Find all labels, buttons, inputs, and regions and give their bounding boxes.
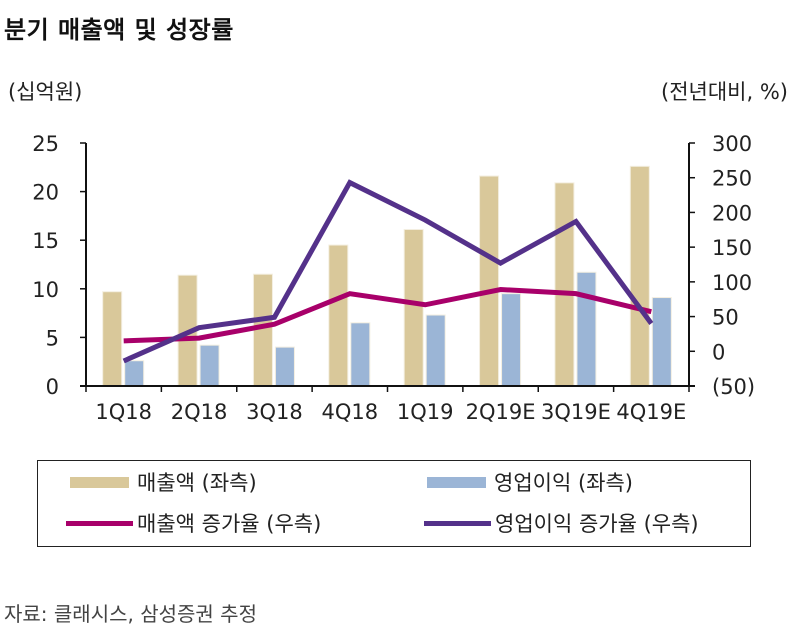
left-axis-tick-label: 15 bbox=[32, 229, 59, 253]
left-axis-unit-label: (십억원) bbox=[8, 80, 83, 104]
operating-profit-bar bbox=[425, 314, 446, 387]
legend-item-operating-profit: 영업이익 (좌측) bbox=[427, 467, 633, 497]
operating-profit-bar bbox=[350, 322, 371, 387]
revenue-bar bbox=[629, 165, 650, 387]
legend-label-operating-profit: 영업이익 (좌측) bbox=[494, 471, 633, 495]
x-axis-tick-label: 3Q19E bbox=[541, 400, 611, 424]
x-axis-tick-label: 2Q18 bbox=[171, 400, 228, 424]
legend-label-revenue: 매출액 (좌측) bbox=[137, 471, 257, 495]
right-axis-tick-label: 250 bbox=[712, 167, 752, 191]
source-note: 자료: 클래시스, 삼성증권 추정 bbox=[4, 602, 257, 626]
operating-profit-bar bbox=[199, 344, 220, 387]
left-axis-tick-label: 10 bbox=[32, 278, 59, 302]
x-axis-tick-label: 4Q18 bbox=[322, 400, 379, 424]
operating-profit-bar bbox=[501, 293, 522, 387]
legend-item-operating-profit-growth: 영업이익 증가율 (우측) bbox=[424, 508, 699, 538]
revenue-bar bbox=[554, 182, 575, 387]
x-axis-tick-label: 1Q19 bbox=[397, 400, 454, 424]
chart-title: 분기 매출액 및 성장률 bbox=[4, 16, 234, 44]
x-axis-tick-label: 4Q19E bbox=[616, 400, 686, 424]
operating-profit-bar bbox=[274, 346, 295, 387]
bars-group bbox=[102, 165, 672, 387]
legend-item-revenue: 매출액 (좌측) bbox=[70, 467, 257, 497]
legend-label-operating-profit-growth: 영업이익 증가율 (우측) bbox=[495, 512, 699, 536]
revenue-bar bbox=[328, 244, 349, 387]
x-axis-tick-label: 1Q18 bbox=[95, 400, 152, 424]
legend-label-revenue-growth: 매출액 증가율 (우측) bbox=[137, 512, 322, 536]
legend: 매출액 (좌측) 영업이익 (좌측) 매출액 증가율 (우측) 영업이익 증가율… bbox=[37, 460, 751, 547]
chart-plot-area: 0 5 10 15 20 25 (50) 0 50 100 150 200 250 300 1Q18 2Q18… bbox=[32, 132, 755, 424]
right-axis-tick-label: 0 bbox=[712, 340, 725, 364]
right-axis-tick-label: 50 bbox=[712, 306, 739, 330]
operating-profit-growth-line bbox=[122, 179, 654, 364]
right-axis-tick-label: (50) bbox=[712, 375, 755, 399]
left-axis-tick-label: 25 bbox=[32, 132, 59, 156]
ticks-group: 0 5 10 15 20 25 (50) 0 50 100 150 200 250 300 1Q18 2Q18… bbox=[32, 132, 755, 424]
right-axis-unit-label: (전년대비, %) bbox=[661, 80, 788, 104]
legend-item-revenue-growth: 매출액 증가율 (우측) bbox=[66, 508, 321, 538]
revenue-bar bbox=[102, 291, 123, 387]
right-axis-tick-label: 100 bbox=[712, 271, 752, 295]
x-axis-tick-label: 3Q18 bbox=[246, 400, 303, 424]
operating-profit-bar bbox=[651, 297, 672, 387]
legend-swatch-operating-profit-growth bbox=[424, 520, 491, 526]
left-axis-tick-label: 20 bbox=[32, 181, 59, 205]
revenue-bar bbox=[252, 273, 273, 387]
revenue-growth-line bbox=[123, 286, 652, 344]
lines-group bbox=[122, 179, 654, 364]
right-axis-tick-label: 300 bbox=[712, 132, 752, 156]
right-axis-tick-label: 150 bbox=[712, 236, 752, 260]
legend-swatch-revenue bbox=[70, 476, 129, 488]
legend-swatch-revenue-growth bbox=[66, 520, 133, 526]
operating-profit-bar bbox=[576, 271, 597, 387]
right-axis-tick-label: 200 bbox=[712, 201, 752, 225]
left-axis-tick-label: 5 bbox=[46, 326, 59, 350]
legend-swatch-operating-profit bbox=[427, 476, 486, 488]
revenue-bar bbox=[403, 229, 424, 387]
revenue-bar bbox=[479, 175, 500, 387]
operating-profit-bar bbox=[124, 360, 145, 387]
left-axis-tick-label: 0 bbox=[46, 375, 59, 399]
x-axis-tick-label: 2Q19E bbox=[466, 400, 536, 424]
axes-group bbox=[80, 143, 695, 387]
